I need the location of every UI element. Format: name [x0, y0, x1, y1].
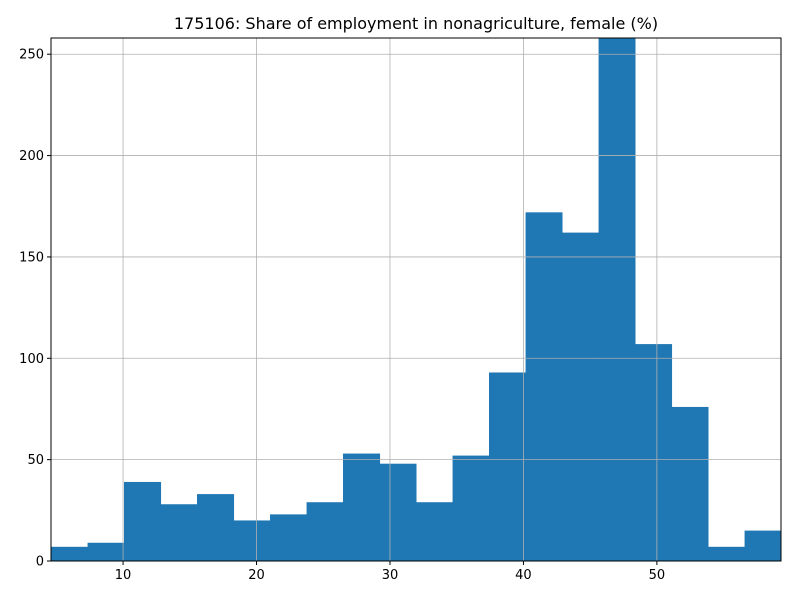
histogram-bar — [197, 494, 235, 561]
bars — [51, 38, 782, 562]
histogram-bar — [525, 212, 563, 562]
plot-frame — [50, 37, 782, 562]
axes — [50, 37, 782, 562]
x-tick-label: 10 — [115, 568, 132, 583]
histogram-bar — [416, 502, 454, 561]
histogram-bar — [160, 504, 198, 561]
histogram-bar — [379, 463, 417, 561]
histogram-bar — [452, 455, 490, 561]
histogram-bar — [87, 542, 125, 561]
histogram-bar — [562, 232, 600, 561]
y-tick-label: 100 — [19, 352, 44, 367]
ticks: 10 20 30 40 50 0 50 100 150 200 250 — [19, 48, 665, 583]
histogram-bar — [343, 453, 381, 561]
histogram-bar — [270, 514, 308, 561]
y-tick-label: 50 — [27, 453, 44, 468]
histogram-bar — [51, 546, 89, 561]
y-tick-label: 150 — [19, 250, 44, 265]
histogram-bar — [233, 520, 271, 561]
histogram-bar — [598, 38, 636, 561]
y-tick-label: 0 — [36, 555, 44, 570]
x-tick-label: 30 — [382, 568, 399, 583]
histogram-bar — [708, 546, 746, 561]
y-tick-label: 250 — [19, 48, 44, 63]
histogram-bar — [306, 502, 344, 561]
x-tick-label: 50 — [649, 568, 666, 583]
histogram-bar — [744, 530, 782, 561]
histogram-bar — [671, 406, 709, 561]
chart-title: 175106: Share of employment in nonagricu… — [174, 14, 658, 33]
y-tick-label: 200 — [19, 149, 44, 164]
histogram-bar — [124, 481, 162, 561]
x-tick-label: 40 — [515, 568, 532, 583]
histogram-bar — [489, 372, 527, 561]
x-tick-label: 20 — [248, 568, 265, 583]
histogram-bar — [635, 344, 673, 561]
